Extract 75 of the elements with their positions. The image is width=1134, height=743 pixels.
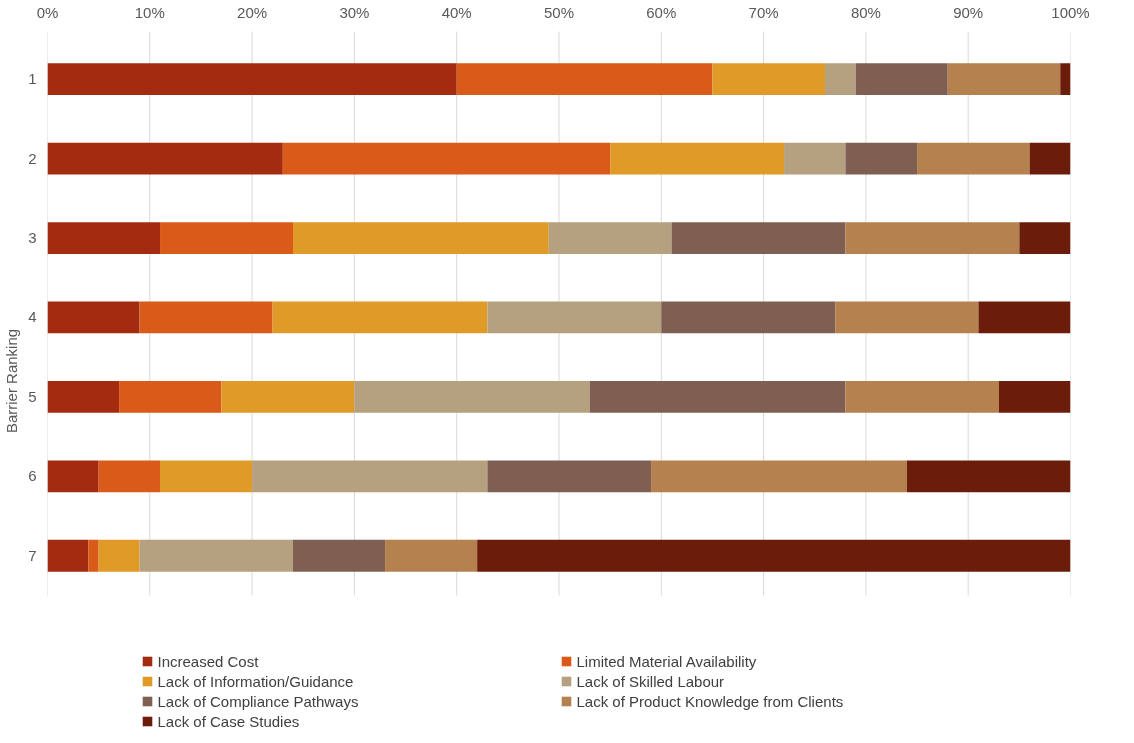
bar: [272, 301, 488, 334]
x-tick-label: 60%: [646, 3, 677, 21]
bar: [139, 539, 294, 572]
legend-label: Lack of Product Knowledge from Clients: [576, 692, 845, 710]
bar: [651, 460, 907, 493]
x-tick-label: 20%: [237, 3, 268, 21]
bar: [589, 381, 846, 413]
bar: [293, 222, 549, 254]
bar: [835, 301, 979, 334]
bar: [1019, 222, 1071, 254]
bar: [282, 142, 611, 175]
bar: [47, 142, 283, 175]
bar: [47, 460, 99, 493]
bar: [47, 539, 89, 572]
bar: [385, 539, 478, 572]
bar: [917, 142, 1030, 175]
bar: [98, 460, 161, 493]
bar: [47, 301, 140, 334]
legend-label: Lack of Information/Guidance: [157, 672, 355, 690]
bar: [947, 63, 1061, 96]
y-tick-label: 3: [28, 229, 37, 247]
x-tick-label: 100%: [1051, 3, 1090, 21]
y-tick-label: 5: [28, 387, 37, 405]
bar: [610, 142, 785, 175]
bar: [119, 381, 222, 413]
bar: [845, 222, 1020, 254]
y-tick-label: 6: [28, 467, 37, 485]
bar: [824, 63, 856, 96]
x-tick-label: 30%: [339, 3, 370, 21]
bar: [160, 222, 294, 254]
bar: [221, 381, 355, 413]
legend-label: Increased Cost: [157, 652, 260, 670]
bar: [998, 381, 1071, 413]
bar: [456, 63, 713, 96]
bar: [47, 381, 120, 413]
bar: [712, 63, 825, 96]
bar: [784, 142, 846, 175]
bar: [88, 539, 99, 572]
bar: [1029, 142, 1071, 175]
y-tick-label: 1: [28, 70, 37, 88]
x-tick-label: 50%: [543, 3, 575, 21]
x-tick-label: 90%: [953, 3, 984, 21]
legend-label: Limited Material Availability: [576, 652, 758, 670]
bar: [47, 222, 161, 254]
bar: [252, 460, 488, 493]
bar: [487, 301, 662, 334]
bar: [661, 301, 836, 334]
bar: [477, 539, 1071, 572]
bar: [160, 460, 253, 493]
y-axis-title: Barrier Ranking: [3, 328, 21, 434]
x-tick-label: 0%: [36, 3, 59, 21]
bar: [906, 460, 1071, 493]
y-tick-label: 4: [28, 308, 37, 326]
bar: [47, 63, 457, 96]
y-tick-label: 2: [28, 149, 37, 167]
x-tick-label: 10%: [134, 3, 165, 21]
legend-label: Lack of Skilled Labour: [576, 672, 726, 690]
legend-label: Lack of Compliance Pathways: [157, 692, 360, 710]
bar: [293, 539, 386, 572]
bar: [487, 460, 652, 493]
bar: [548, 222, 672, 254]
bar: [139, 301, 273, 334]
bar: [671, 222, 846, 254]
y-tick-label: 7: [28, 546, 37, 564]
bar: [98, 539, 140, 572]
x-tick-label: 70%: [748, 3, 779, 21]
bar: [845, 142, 918, 175]
bar: [855, 63, 948, 96]
bar: [845, 381, 999, 413]
x-tick-label: 80%: [850, 3, 881, 21]
bar: [978, 301, 1071, 334]
bar: [354, 381, 590, 413]
legend-label: Lack of Case Studies: [157, 712, 301, 730]
x-tick-label: 40%: [441, 3, 472, 21]
bar: [1060, 63, 1071, 96]
